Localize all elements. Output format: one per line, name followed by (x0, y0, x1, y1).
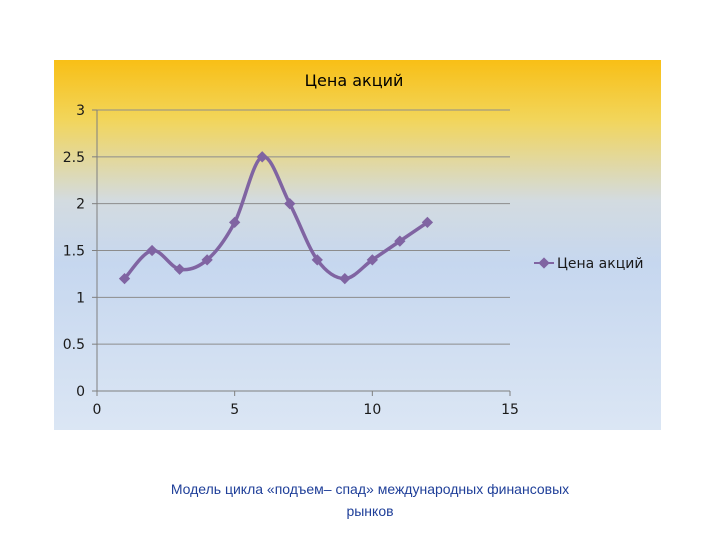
legend: Цена акций (534, 256, 643, 272)
data-point-0-6 (284, 198, 296, 210)
data-point-0-10 (394, 235, 406, 247)
y-tick-label-6: 3 (76, 103, 85, 119)
legend-marker (538, 257, 550, 269)
x-tick-label-3: 15 (501, 402, 519, 418)
x-tick-label-1: 5 (230, 402, 239, 418)
tick-layer: 0 0.5 1 1.5 2 2.5 3 0 5 10 15 (63, 103, 519, 418)
series-line-0 (123, 155, 429, 281)
y-tick-label-0: 0 (76, 384, 85, 400)
axis-layer (92, 109, 511, 396)
series-layer (118, 151, 434, 285)
legend-label: Цена акций (557, 256, 643, 272)
y-tick-label-3: 1.5 (63, 244, 85, 260)
caption-line-1: Модель цикла «подъем– спад» международны… (170, 481, 570, 497)
caption-line-2: рынков (346, 503, 394, 519)
data-point-0-9 (366, 254, 378, 266)
chart-title: Цена акций (305, 71, 404, 90)
data-point-0-3 (201, 254, 213, 266)
chart-svg: Цена акций 0 0.5 1 1.5 2 2.5 3 0 5 10 15 Цена акци… (63, 71, 644, 418)
y-tick-label-1: 0.5 (63, 337, 85, 353)
x-tick-label-2: 10 (363, 402, 381, 418)
data-point-0-2 (173, 263, 186, 275)
y-tick-label-2: 1 (76, 290, 85, 306)
data-point-0-8 (339, 272, 351, 285)
x-tick-label-0: 0 (93, 402, 102, 418)
caption: Модель цикла «подъем– спад» международны… (110, 478, 630, 522)
data-point-0-1 (146, 244, 158, 257)
grid-layer (97, 109, 510, 345)
chart-area: Цена акций 0 0.5 1 1.5 2 2.5 3 0 5 10 15 Цена акци… (54, 60, 661, 430)
data-point-0-11 (421, 216, 434, 229)
y-tick-label-4: 2 (76, 197, 85, 213)
data-point-0-5 (256, 151, 268, 163)
data-point-0-4 (229, 216, 241, 229)
y-tick-label-5: 2.5 (63, 150, 85, 166)
data-point-0-7 (311, 254, 323, 266)
